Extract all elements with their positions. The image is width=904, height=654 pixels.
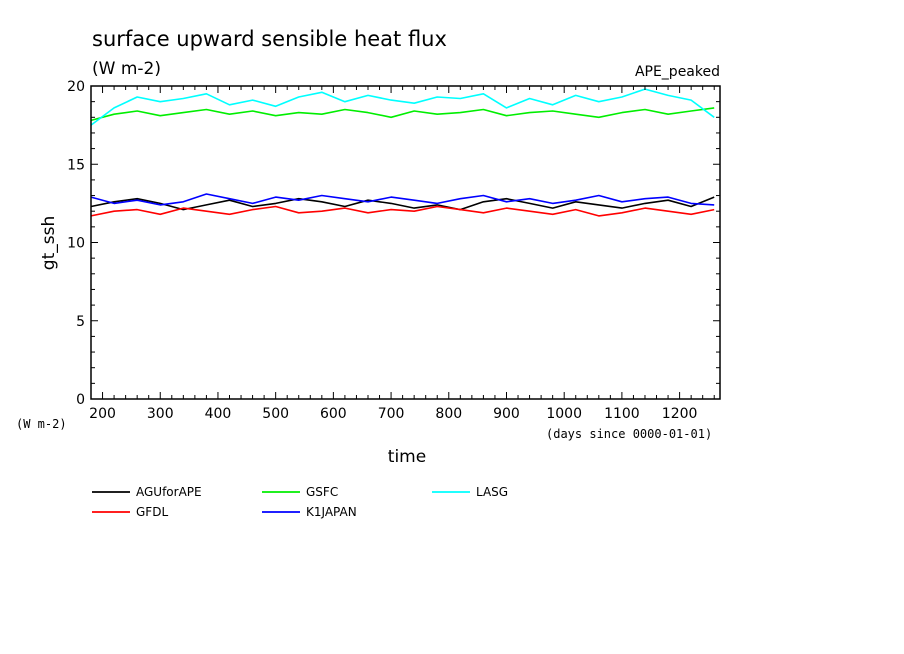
x-tick-label: 1000: [546, 406, 582, 422]
x-tick-label: 400: [205, 406, 232, 422]
y-tick-label: 10: [67, 236, 85, 252]
y-tick-label: 15: [67, 157, 85, 173]
legend-label-k1japan: K1JAPAN: [306, 505, 357, 519]
experiment-label: APE_peaked: [635, 64, 720, 80]
chart-title: surface upward sensible heat flux: [92, 27, 447, 51]
x-tick-label: 600: [320, 406, 347, 422]
x-tick-label: 1100: [604, 406, 640, 422]
legend-label-gfdl: GFDL: [136, 505, 168, 519]
series-line-gfdl: [90, 205, 715, 217]
y-tick-label: 0: [76, 392, 85, 408]
legend-label-gsfc: GSFC: [306, 485, 338, 499]
series-line-aguforape: [90, 196, 715, 211]
x-tick-label: 700: [378, 406, 405, 422]
y-tick-label: 5: [76, 314, 85, 330]
x-tick-label: 500: [262, 406, 289, 422]
series-line-k1japan: [90, 193, 715, 206]
legend-label-aguforape: AGUforAPE: [136, 485, 202, 499]
legend: AGUforAPE GFDL GSFC K1JAPAN LASG: [92, 485, 508, 519]
x-axis-title: time: [388, 447, 426, 467]
ticks-layer: 200 300 400 500 600 700 800 900 1000 1100 1200 0 5 10…: [67, 79, 720, 422]
x-tick-label: 300: [147, 406, 174, 422]
x-tick-label: 900: [493, 406, 520, 422]
series-layer: [90, 88, 715, 217]
legend-label-lasg: LASG: [476, 485, 508, 499]
y-tick-label: 20: [67, 79, 85, 95]
x-tick-label: 1200: [662, 406, 698, 422]
x-axis-units: (days since 0000-01-01): [546, 427, 712, 441]
x-tick-label: 200: [89, 406, 116, 422]
series-line-lasg: [90, 88, 715, 126]
chart-units: (W m-2): [92, 59, 161, 79]
y-axis-units: (W m-2): [16, 417, 67, 431]
y-axis-title: gt_ssh: [39, 216, 59, 270]
plot-frame: [90, 85, 721, 400]
series-line-gsfc: [90, 107, 715, 122]
x-tick-label: 800: [435, 406, 462, 422]
